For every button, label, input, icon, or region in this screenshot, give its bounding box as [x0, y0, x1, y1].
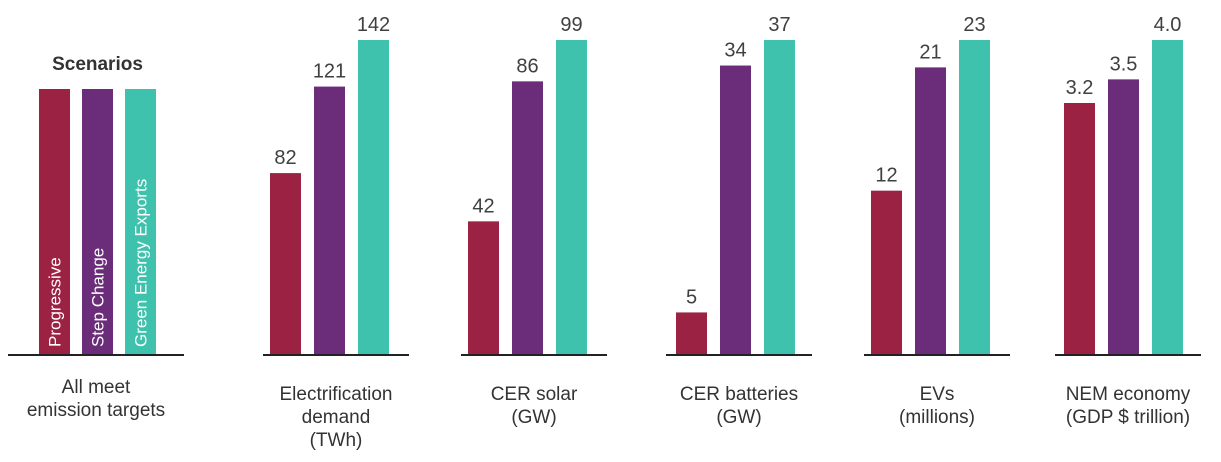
value-label: 3.5	[1110, 53, 1138, 75]
bar-step-change	[314, 86, 345, 356]
bar-green-energy-exports	[358, 40, 389, 355]
bar-progressive	[468, 221, 499, 355]
value-label: 37	[768, 14, 790, 36]
bar-progressive	[871, 190, 902, 355]
panel-evs: 12 21 23 EVs(millions)	[864, 14, 1010, 428]
bar-step-change	[720, 65, 751, 356]
panel-caption-line: (GW)	[511, 407, 556, 428]
value-label: 12	[875, 165, 897, 187]
bar-green-energy-exports	[556, 40, 587, 355]
panel-cer-solar: 42 86 99 CER solar(GW)	[461, 14, 607, 428]
panel-cer-batteries: 5 34 37 CER batteries(GW)	[666, 14, 812, 428]
value-label: 21	[919, 41, 941, 63]
value-label: 5	[686, 286, 697, 308]
value-label: 121	[313, 61, 346, 83]
legend-bar-step-change	[82, 89, 113, 355]
panel-caption-line: (TWh)	[310, 430, 363, 451]
bar-progressive	[676, 312, 707, 355]
legend-bar-green-energy-exports	[125, 89, 156, 355]
value-label: 4.0	[1154, 14, 1182, 36]
panel-caption-line: demand	[302, 407, 371, 428]
panel-caption-line: Electrification	[280, 384, 393, 405]
bar-step-change	[512, 81, 543, 355]
legend-caption-line: emission targets	[27, 400, 165, 421]
bar-step-change	[1108, 79, 1139, 355]
value-label: 82	[274, 147, 296, 169]
legend-bar-progressive	[39, 89, 70, 355]
legend-label-green-energy-exports: Green Energy Exports	[132, 179, 151, 347]
panel-caption-line: (GDP $ trillion)	[1066, 407, 1190, 428]
value-label: 142	[357, 14, 390, 36]
legend-label-progressive: Progressive	[46, 257, 65, 347]
legend-title: Scenarios	[52, 54, 143, 75]
panel-caption-line: NEM economy	[1066, 384, 1191, 405]
value-label: 3.2	[1066, 77, 1094, 99]
panel-caption-line: (GW)	[716, 407, 761, 428]
bar-green-energy-exports	[1152, 40, 1183, 355]
bar-progressive	[270, 173, 301, 355]
legend-label-step-change: Step Change	[89, 248, 108, 347]
bar-green-energy-exports	[959, 40, 990, 355]
legend-caption-line: All meet	[62, 377, 131, 398]
panel-caption-line: EVs	[920, 384, 955, 405]
scenario-legend: Progressive Step Change Green Energy Expor…	[8, 54, 184, 421]
bar-green-energy-exports	[764, 40, 795, 355]
panel-nem-economy: 3.2 3.5 4.0 NEM economy(GDP $ trillion)	[1055, 14, 1201, 428]
bar-step-change	[915, 67, 946, 356]
panel-caption-line: (millions)	[899, 407, 975, 428]
value-label: 42	[472, 195, 494, 217]
value-label: 23	[963, 14, 985, 36]
value-label: 34	[724, 40, 746, 62]
panel-caption-line: CER solar	[491, 384, 578, 405]
panel-caption-line: CER batteries	[680, 384, 798, 405]
value-label: 86	[516, 55, 538, 77]
bar-progressive	[1064, 103, 1095, 355]
value-label: 99	[560, 14, 582, 36]
